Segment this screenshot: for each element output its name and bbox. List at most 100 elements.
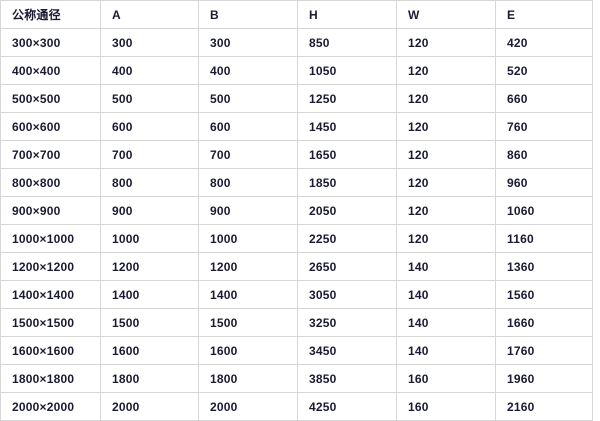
table-cell-b: 1000 (198, 224, 298, 253)
table-cell-e: 1060 (495, 196, 593, 225)
table-row: 1500×1500 1500 1500 3250 140 1660 (0, 308, 593, 337)
table-cell-a: 1200 (100, 252, 199, 281)
table-cell-b: 500 (198, 84, 298, 113)
table-cell-b: 300 (198, 28, 298, 57)
table-cell-name: 1400×1400 (0, 280, 101, 309)
table-cell-w: 120 (396, 28, 496, 57)
table-row: 900×900 900 900 2050 120 1060 (0, 196, 593, 225)
column-header-a: A (100, 0, 199, 29)
table-row: 1000×1000 1000 1000 2250 120 1160 (0, 224, 593, 253)
column-header-nominal-diameter: 公称通径 (0, 0, 101, 29)
table-row: 1200×1200 1200 1200 2650 140 1360 (0, 252, 593, 281)
table-cell-b: 1400 (198, 280, 298, 309)
table-cell-e: 420 (495, 28, 593, 57)
table-cell-w: 140 (396, 308, 496, 337)
table-cell-name: 600×600 (0, 112, 101, 141)
table-cell-h: 3250 (297, 308, 397, 337)
table-cell-b: 800 (198, 168, 298, 197)
table-cell-a: 2000 (100, 392, 199, 421)
table-cell-w: 140 (396, 336, 496, 365)
table-cell-a: 800 (100, 168, 199, 197)
table-cell-b: 400 (198, 56, 298, 85)
table-row: 700×700 700 700 1650 120 860 (0, 140, 593, 169)
table-row: 1800×1800 1800 1800 3850 160 1960 (0, 364, 593, 393)
table-cell-w: 120 (396, 196, 496, 225)
table-cell-e: 860 (495, 140, 593, 169)
table-cell-name: 2000×2000 (0, 392, 101, 421)
table-cell-a: 1400 (100, 280, 199, 309)
table-cell-e: 960 (495, 168, 593, 197)
table-cell-w: 160 (396, 364, 496, 393)
table-cell-e: 660 (495, 84, 593, 113)
table-cell-e: 1660 (495, 308, 593, 337)
table-row: 800×800 800 800 1850 120 960 (0, 168, 593, 197)
table-cell-h: 2050 (297, 196, 397, 225)
table-cell-name: 1500×1500 (0, 308, 101, 337)
table-cell-b: 1200 (198, 252, 298, 281)
table-cell-w: 120 (396, 112, 496, 141)
table-cell-a: 900 (100, 196, 199, 225)
table-cell-b: 2000 (198, 392, 298, 421)
table-cell-name: 1800×1800 (0, 364, 101, 393)
table-cell-h: 1650 (297, 140, 397, 169)
table-cell-e: 2160 (495, 392, 593, 421)
table-row: 600×600 600 600 1450 120 760 (0, 112, 593, 141)
table-cell-a: 1800 (100, 364, 199, 393)
table-cell-a: 700 (100, 140, 199, 169)
table-cell-b: 700 (198, 140, 298, 169)
table-cell-h: 1450 (297, 112, 397, 141)
table-cell-name: 1600×1600 (0, 336, 101, 365)
table-header-row: 公称通径 A B H W E (0, 0, 593, 29)
table-cell-a: 300 (100, 28, 199, 57)
table-cell-name: 900×900 (0, 196, 101, 225)
table-cell-h: 1850 (297, 168, 397, 197)
table-cell-w: 120 (396, 140, 496, 169)
table-row: 300×300 300 300 850 120 420 (0, 28, 593, 57)
table-cell-h: 1250 (297, 84, 397, 113)
table-row: 1400×1400 1400 1400 3050 140 1560 (0, 280, 593, 309)
table-cell-name: 700×700 (0, 140, 101, 169)
table-cell-h: 3050 (297, 280, 397, 309)
table-cell-e: 1560 (495, 280, 593, 309)
table-cell-name: 500×500 (0, 84, 101, 113)
table-cell-name: 1200×1200 (0, 252, 101, 281)
table-cell-a: 400 (100, 56, 199, 85)
table-cell-h: 2250 (297, 224, 397, 253)
table-cell-w: 140 (396, 252, 496, 281)
table-body: 300×300 300 300 850 120 420 400×400 400 400 1050 1… (0, 28, 593, 421)
table-row: 1600×1600 1600 1600 3450 140 1760 (0, 336, 593, 365)
table-cell-h: 850 (297, 28, 397, 57)
table-cell-b: 900 (198, 196, 298, 225)
table-cell-w: 120 (396, 168, 496, 197)
table-cell-e: 1960 (495, 364, 593, 393)
table-header: 公称通径 A B H W E (0, 0, 593, 29)
table-cell-w: 120 (396, 56, 496, 85)
table-cell-e: 1760 (495, 336, 593, 365)
table-cell-w: 160 (396, 392, 496, 421)
table-cell-h: 1050 (297, 56, 397, 85)
table-cell-name: 400×400 (0, 56, 101, 85)
table-row: 400×400 400 400 1050 120 520 (0, 56, 593, 85)
table-cell-b: 1600 (198, 336, 298, 365)
table-row: 500×500 500 500 1250 120 660 (0, 84, 593, 113)
column-header-h: H (297, 0, 397, 29)
table-cell-h: 4250 (297, 392, 397, 421)
table-cell-a: 500 (100, 84, 199, 113)
table-cell-b: 600 (198, 112, 298, 141)
table-cell-w: 120 (396, 84, 496, 113)
table-cell-name: 300×300 (0, 28, 101, 57)
column-header-e: E (495, 0, 593, 29)
table-cell-name: 1000×1000 (0, 224, 101, 253)
table-cell-e: 1160 (495, 224, 593, 253)
table-cell-a: 1500 (100, 308, 199, 337)
table-cell-w: 120 (396, 224, 496, 253)
table-cell-b: 1500 (198, 308, 298, 337)
table-cell-b: 1800 (198, 364, 298, 393)
table-cell-a: 600 (100, 112, 199, 141)
table-cell-h: 3450 (297, 336, 397, 365)
table-cell-w: 140 (396, 280, 496, 309)
table-cell-e: 520 (495, 56, 593, 85)
table-cell-a: 1000 (100, 224, 199, 253)
table-row: 2000×2000 2000 2000 4250 160 2160 (0, 392, 593, 421)
